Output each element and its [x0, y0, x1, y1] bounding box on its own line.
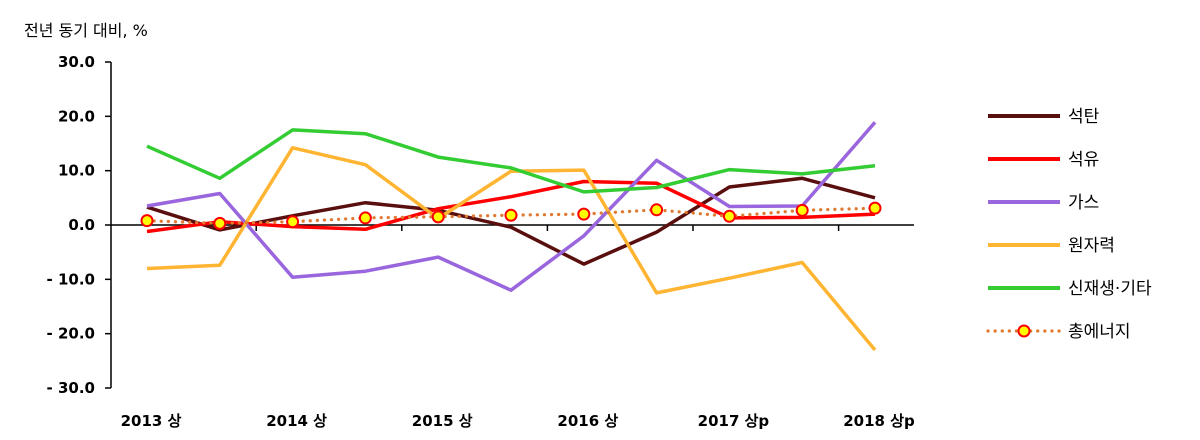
x-tick-label: 2017 상p: [698, 412, 770, 430]
data-point-marker: [286, 215, 300, 229]
y-tick-label: - 10.0: [47, 270, 95, 288]
data-point-marker: [795, 203, 809, 217]
series-lines: [140, 121, 882, 352]
data-point-marker: [722, 209, 736, 223]
data-point-marker: [431, 210, 445, 224]
x-tick-label: 2014 상: [266, 412, 327, 430]
y-tick-label: 10.0: [58, 162, 95, 180]
y-tick-labels: 30.0 20.0 10.0 0.0 - 10.0 - 20.0 - 30.0: [47, 53, 95, 397]
data-point-marker: [868, 201, 882, 215]
x-tick-label: 2015 상: [412, 412, 473, 430]
series-line-1: [146, 179, 876, 234]
x-tick-label: 2018 상p: [843, 412, 915, 430]
y-tick-label: - 20.0: [47, 325, 95, 343]
axes: [105, 61, 914, 389]
unit-label: 전년 동기 대비, %: [24, 21, 148, 40]
x-tick-label: 2016 상: [557, 412, 618, 430]
series-line-3: [146, 146, 877, 352]
legend-label: 신재생·기타: [1068, 279, 1152, 299]
series-line-5: [145, 206, 877, 225]
series-line-0: [146, 176, 876, 266]
legend-label: 석유: [1068, 150, 1099, 170]
legend-label: 원자력: [1068, 236, 1115, 256]
y-tick-label: 0.0: [68, 216, 95, 234]
series-line-4: [146, 128, 876, 194]
data-point-marker: [140, 214, 154, 228]
y-tick-label: 20.0: [58, 107, 95, 125]
data-point-marker: [213, 216, 227, 230]
legend-label: 석탄: [1068, 107, 1100, 127]
legend-label: 가스: [1068, 193, 1099, 213]
data-point-marker: [358, 211, 372, 225]
x-tick-labels: 2013 상 2014 상 2015 상 2016 상 2017 상p 2018 상p: [121, 412, 915, 430]
series-line-2: [146, 121, 877, 292]
x-tick-label: 2013 상: [121, 412, 182, 430]
y-tick-label: 30.0: [58, 53, 95, 71]
data-point-marker: [504, 208, 518, 222]
data-point-marker: [577, 207, 591, 221]
y-tick-label: - 30.0: [47, 379, 95, 397]
legend-marker: [1017, 324, 1031, 338]
data-point-marker: [650, 203, 664, 217]
legend-label: 총에너지: [1068, 322, 1131, 342]
